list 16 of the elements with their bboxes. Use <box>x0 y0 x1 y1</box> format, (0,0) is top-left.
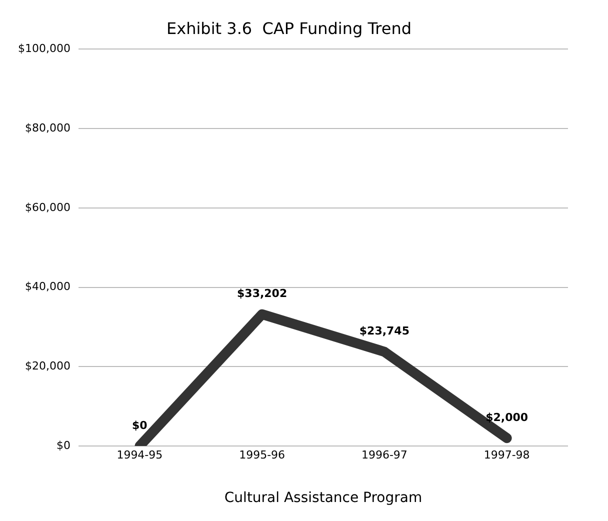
chart-title: Exhibit 3.6 CAP Funding Trend <box>166 18 412 38</box>
y-tick-label: $80,000 <box>24 121 70 134</box>
data-label: $23,745 <box>359 324 410 338</box>
y-tick-label: $0 <box>56 438 70 452</box>
y-tick-label: $100,000 <box>18 42 70 56</box>
y-tick-label: $60,000 <box>24 200 70 214</box>
data-label: $0 <box>132 418 148 432</box>
data-label: $33,202 <box>237 287 288 300</box>
y-tick-label: $20,000 <box>24 360 70 372</box>
x-tick-label: 1996-97 <box>361 448 408 462</box>
x-tick-label: 1997-98 <box>484 448 530 462</box>
x-tick-label: 1994-95 <box>116 448 163 462</box>
x-tick-label: 1995-96 <box>239 448 286 462</box>
y-tick-label: $40,000 <box>24 280 70 294</box>
data-label: $2,000 <box>486 410 528 424</box>
x-axis-title: Cultural Assistance Program <box>224 490 422 506</box>
